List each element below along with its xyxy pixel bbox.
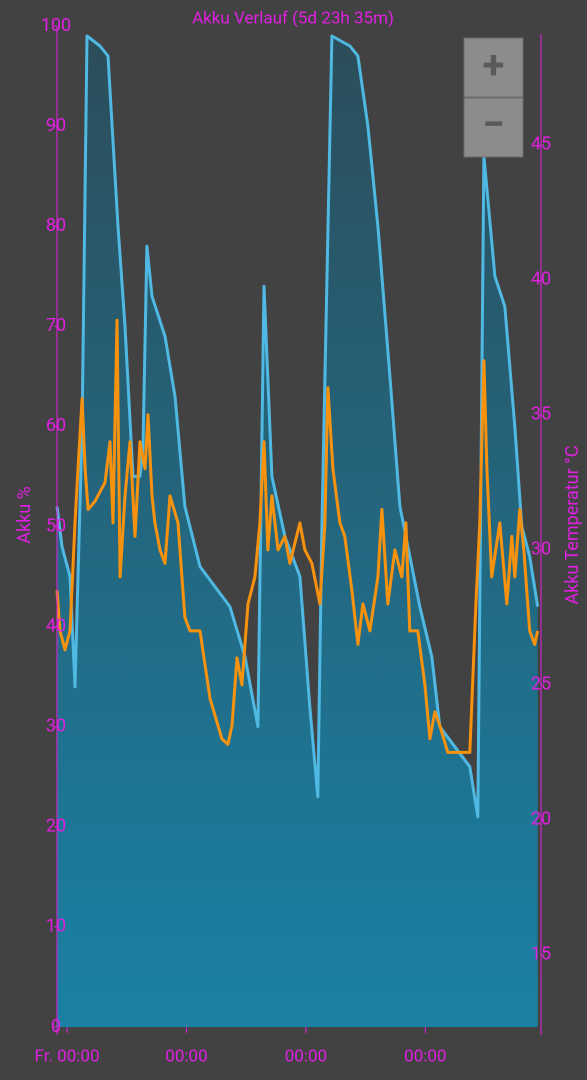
- y2-tick-label: 30: [531, 539, 551, 560]
- zoom-in-label[interactable]: +: [483, 42, 505, 89]
- y-tick-label: 70: [46, 315, 66, 336]
- y-tick-label: 40: [46, 615, 66, 636]
- x-tick-label: 00:00: [404, 1046, 446, 1066]
- y2-tick-label: 20: [531, 809, 551, 830]
- battery-area: [57, 36, 538, 1027]
- y-tick-label: 20: [46, 816, 66, 837]
- y-tick-label: 60: [46, 415, 66, 436]
- y2-tick-label: 25: [531, 674, 551, 695]
- temperature-line: [55, 318, 540, 754]
- zoom-out-label[interactable]: −: [482, 101, 504, 148]
- y-tick-label: 30: [46, 715, 66, 736]
- zoom-in-button[interactable]: [463, 37, 524, 98]
- y-tick-label: 90: [46, 115, 66, 136]
- y2-tick-label: 15: [531, 944, 551, 965]
- y2-tick-label: 45: [531, 134, 551, 155]
- chart-title: Akku Verlauf (5d 23h 35m): [192, 8, 394, 28]
- y-tick-label: 80: [46, 215, 66, 236]
- y-tick-label: 0: [51, 1016, 61, 1037]
- y-tick-label: 50: [46, 515, 66, 536]
- y2-tick-label: 35: [531, 404, 551, 425]
- plot-area: 0 10 20 30 40 50 60 70 80 90 100 15 20 25 30 35 40 45 Fr. …: [35, 15, 552, 1067]
- y-tick-label: 100: [41, 15, 71, 36]
- x-tick-label: 00:00: [165, 1046, 207, 1066]
- x-tick-label: 00:00: [285, 1046, 327, 1066]
- y2-axis-label: Akku Temperatur °C: [562, 445, 583, 604]
- y-tick-label: 10: [46, 916, 66, 937]
- y-axis-label: Akku %: [14, 486, 35, 544]
- y2-tick-label: 40: [531, 269, 551, 290]
- zoom-controls: + −: [463, 37, 524, 158]
- zoom-out-button[interactable]: [463, 97, 524, 158]
- x-tick-label: Fr. 00:00: [35, 1046, 100, 1066]
